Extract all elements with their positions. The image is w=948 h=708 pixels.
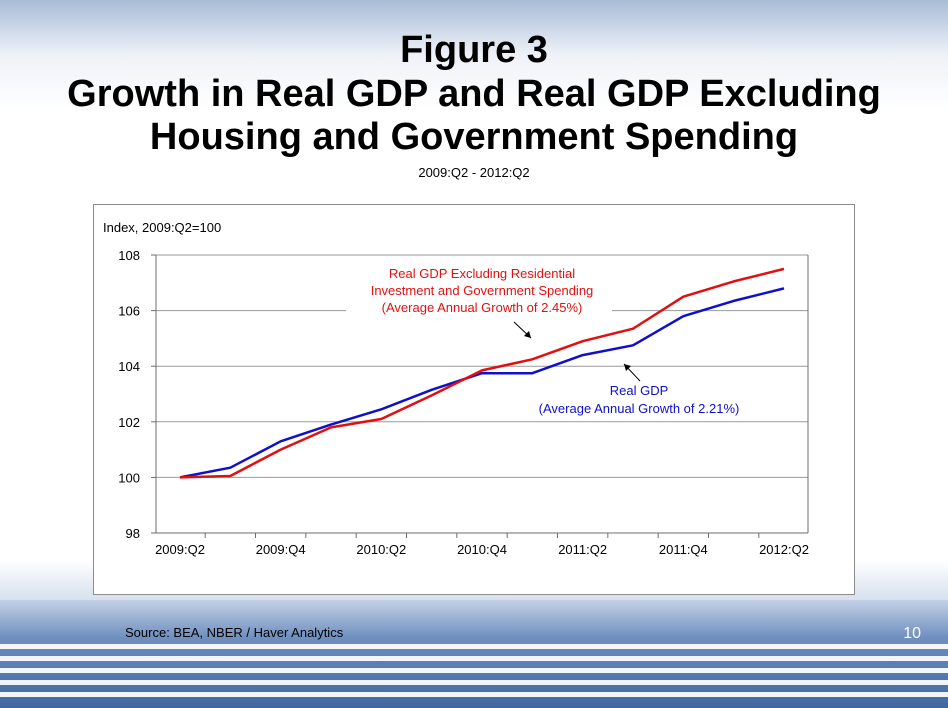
footer-stripe: [0, 668, 948, 673]
annotation-blue-arrowhead: [624, 364, 631, 371]
footer-stripes: [0, 640, 948, 708]
page-number: 10: [903, 625, 921, 642]
x-tick-label: 2009:Q4: [256, 542, 306, 557]
series-lines: [179, 267, 785, 479]
date-range-subtitle: 2009:Q2 - 2012:Q2: [418, 165, 530, 180]
annotation-red-line-3: (Average Annual Growth of 2.45%): [382, 300, 583, 315]
y-tick-label: 106: [118, 304, 140, 319]
chart-frame: Index, 2009:Q2=100 98 100 102 104 106 108 200…: [93, 204, 855, 595]
annotation-red-line-2: Investment and Government Spending: [371, 283, 594, 298]
y-axis-ticks: 98 100 102 104 106 108: [118, 248, 156, 541]
x-axis-ticks: 2009:Q2 2009:Q4 2010:Q2 2010:Q4 2011:Q2 2011:…: [155, 533, 809, 557]
annotation-blue-line-1: Real GDP: [610, 383, 669, 398]
annotation-real-gdp: Real GDP (Average Annual Growth of 2.21%…: [539, 363, 740, 416]
y-tick-label: 102: [118, 415, 140, 430]
y-tick-label: 98: [126, 526, 140, 541]
gridlines: [155, 254, 809, 534]
x-tick-label: 2009:Q2: [155, 542, 205, 557]
x-tick-label: 2011:Q4: [659, 542, 708, 557]
annotation-background: [346, 268, 612, 320]
x-tick-label: 2010:Q2: [356, 542, 406, 557]
y-tick-label: 104: [118, 359, 140, 374]
annotation-red-arrowhead: [524, 331, 531, 338]
y-tick-label: 108: [118, 248, 140, 263]
chart-title-line-2: Housing and Government Spending: [149, 116, 799, 158]
source-note: Source: BEA, NBER / Haver Analytics: [125, 625, 344, 640]
annotation-blue-line-2: (Average Annual Growth of 2.21%): [539, 401, 740, 416]
footer-band: [0, 600, 948, 708]
footer-stripe: [0, 644, 948, 649]
series-real-gdp-line: [179, 287, 785, 479]
x-tick-label: 2010:Q4: [457, 542, 507, 557]
annotation-real-gdp-ex-housing-gov: Real GDP Excluding Residential Investmen…: [346, 266, 612, 339]
footer-stripe: [0, 656, 948, 661]
footer-stripe: [0, 692, 948, 697]
footer-stripe: [0, 680, 948, 685]
annotation-red-line-1: Real GDP Excluding Residential: [389, 266, 575, 281]
y-tick-label: 100: [118, 470, 140, 485]
y-axis-label: Index, 2009:Q2=100: [103, 220, 221, 235]
line-chart: Index, 2009:Q2=100 98 100 102 104 106 108 200…: [103, 220, 809, 557]
figure-number-title: Figure 3: [400, 29, 548, 71]
x-tick-label: 2011:Q2: [558, 542, 607, 557]
series-real-gdp-ex-housing-gov-line: [179, 267, 785, 479]
chart-title-line-1: Growth in Real GDP and Real GDP Excludin…: [67, 73, 881, 115]
x-tick-label: 2012:Q2: [759, 542, 809, 557]
